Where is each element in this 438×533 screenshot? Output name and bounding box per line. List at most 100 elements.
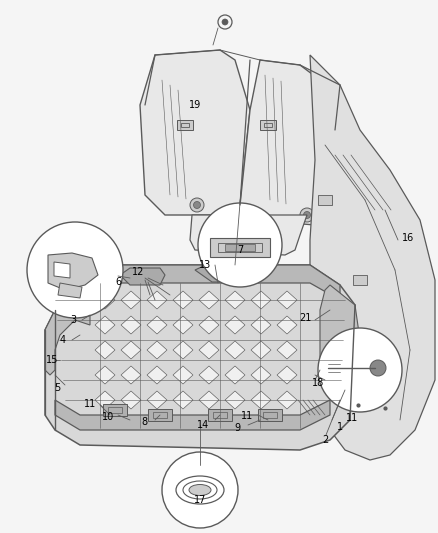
Text: 11: 11: [346, 413, 358, 423]
Text: 11: 11: [84, 399, 96, 409]
Polygon shape: [45, 300, 90, 375]
Circle shape: [27, 222, 123, 318]
Polygon shape: [173, 316, 193, 334]
Text: 3: 3: [70, 315, 76, 325]
Text: 15: 15: [46, 355, 58, 365]
Polygon shape: [147, 391, 167, 409]
Polygon shape: [121, 366, 141, 384]
Polygon shape: [277, 341, 297, 359]
Text: 16: 16: [402, 233, 414, 243]
Polygon shape: [251, 316, 271, 334]
Polygon shape: [314, 370, 326, 380]
Polygon shape: [225, 366, 245, 384]
Polygon shape: [199, 341, 219, 359]
Polygon shape: [258, 409, 282, 421]
Circle shape: [222, 19, 228, 25]
Polygon shape: [195, 263, 248, 282]
Polygon shape: [173, 291, 193, 309]
Polygon shape: [251, 391, 271, 409]
Polygon shape: [190, 215, 307, 255]
Text: 6: 6: [115, 277, 121, 287]
Text: 10: 10: [102, 412, 114, 422]
Text: 1: 1: [337, 422, 343, 432]
Text: 2: 2: [322, 435, 328, 445]
Polygon shape: [277, 316, 297, 334]
Polygon shape: [318, 195, 332, 205]
Polygon shape: [173, 391, 193, 409]
Polygon shape: [277, 366, 297, 384]
Polygon shape: [54, 262, 70, 278]
Polygon shape: [173, 366, 193, 384]
Circle shape: [300, 208, 314, 222]
Polygon shape: [121, 391, 141, 409]
Polygon shape: [251, 341, 271, 359]
Polygon shape: [240, 60, 335, 225]
Polygon shape: [103, 404, 127, 416]
Polygon shape: [147, 341, 167, 359]
Polygon shape: [121, 291, 141, 309]
Circle shape: [304, 212, 311, 219]
Polygon shape: [225, 391, 245, 409]
Polygon shape: [173, 341, 193, 359]
Polygon shape: [48, 253, 98, 290]
Text: 11: 11: [241, 411, 253, 421]
Circle shape: [162, 452, 238, 528]
Polygon shape: [225, 244, 255, 251]
Polygon shape: [210, 238, 270, 257]
Text: 4: 4: [60, 335, 66, 345]
Polygon shape: [225, 316, 245, 334]
Polygon shape: [199, 291, 219, 309]
Polygon shape: [147, 366, 167, 384]
Text: 17: 17: [194, 495, 206, 505]
Polygon shape: [121, 316, 141, 334]
Polygon shape: [284, 365, 296, 375]
Circle shape: [318, 328, 402, 412]
Polygon shape: [95, 366, 115, 384]
Text: 5: 5: [54, 383, 60, 393]
Polygon shape: [147, 316, 167, 334]
Circle shape: [190, 198, 204, 212]
Polygon shape: [58, 283, 82, 298]
Polygon shape: [148, 409, 172, 421]
Text: 13: 13: [199, 260, 211, 270]
Polygon shape: [140, 50, 250, 215]
Circle shape: [194, 201, 201, 208]
Polygon shape: [328, 345, 342, 355]
Polygon shape: [95, 391, 115, 409]
Polygon shape: [353, 275, 367, 285]
Polygon shape: [277, 291, 297, 309]
Text: 7: 7: [237, 245, 243, 255]
Polygon shape: [199, 316, 219, 334]
Polygon shape: [45, 265, 355, 450]
Polygon shape: [277, 391, 297, 409]
Polygon shape: [225, 291, 245, 309]
Text: 8: 8: [141, 417, 147, 427]
Polygon shape: [95, 341, 115, 359]
Polygon shape: [251, 366, 271, 384]
Polygon shape: [95, 316, 115, 334]
Polygon shape: [147, 291, 167, 309]
Polygon shape: [310, 55, 435, 460]
Polygon shape: [120, 268, 165, 285]
Polygon shape: [260, 120, 276, 130]
Polygon shape: [225, 341, 245, 359]
Polygon shape: [75, 265, 340, 300]
Polygon shape: [320, 285, 360, 380]
Polygon shape: [199, 366, 219, 384]
Text: 21: 21: [299, 313, 311, 323]
Circle shape: [198, 203, 282, 287]
Polygon shape: [121, 341, 141, 359]
Circle shape: [370, 360, 386, 376]
Polygon shape: [177, 120, 193, 130]
Polygon shape: [251, 291, 271, 309]
Text: 12: 12: [132, 267, 144, 277]
Polygon shape: [199, 391, 219, 409]
Text: 19: 19: [189, 100, 201, 110]
Polygon shape: [208, 409, 232, 421]
Text: 14: 14: [197, 420, 209, 430]
Polygon shape: [55, 400, 330, 430]
Ellipse shape: [189, 484, 211, 496]
Text: 9: 9: [234, 423, 240, 433]
Polygon shape: [95, 291, 115, 309]
Text: 18: 18: [312, 378, 324, 388]
